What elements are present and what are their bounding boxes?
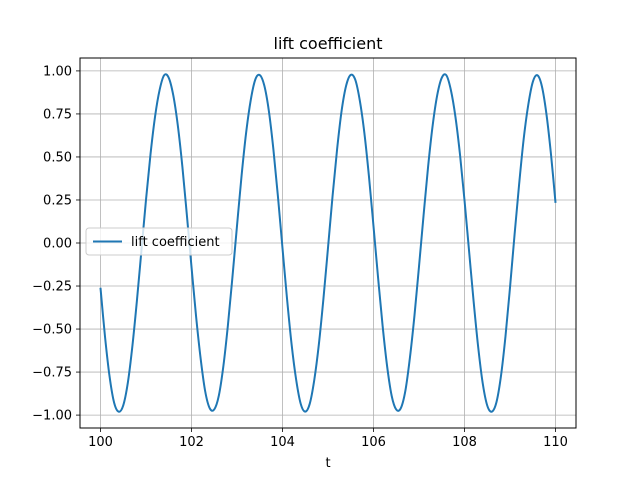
legend: lift coefficient (85, 227, 233, 256)
legend-label: lift coefficient (131, 235, 220, 250)
y-tick-label: 0.00 (43, 237, 72, 252)
y-tick-label: 1.00 (43, 64, 72, 79)
series-line-lift-coefficient (99, 73, 557, 413)
y-tick-label: 0.75 (43, 107, 72, 122)
y-tick-label: −0.50 (32, 323, 72, 338)
y-tick-label: −0.75 (32, 366, 72, 381)
x-tick-label: 108 (452, 435, 477, 450)
legend-box (85, 227, 233, 256)
y-tick-label: −1.00 (32, 409, 72, 424)
y-tick-label: −0.25 (32, 280, 72, 295)
series-layer (99, 73, 557, 413)
x-tick-label: 100 (88, 435, 113, 450)
x-axis-ticks: 100 102 104 106 108 110 (88, 428, 568, 450)
x-tick-label: 102 (179, 435, 204, 450)
x-axis-label: t (325, 456, 330, 471)
x-tick-label: 106 (361, 435, 386, 450)
y-tick-label: 0.25 (43, 193, 72, 208)
y-tick-label: 0.50 (43, 150, 72, 165)
x-tick-label: 104 (270, 435, 295, 450)
x-tick-label: 110 (543, 435, 568, 450)
chart-title: lift coefficient (274, 34, 383, 53)
y-axis-ticks: −1.00 −0.75 −0.50 −0.25 0.00 0.25 0.50 0.75 1.00 (32, 64, 80, 424)
